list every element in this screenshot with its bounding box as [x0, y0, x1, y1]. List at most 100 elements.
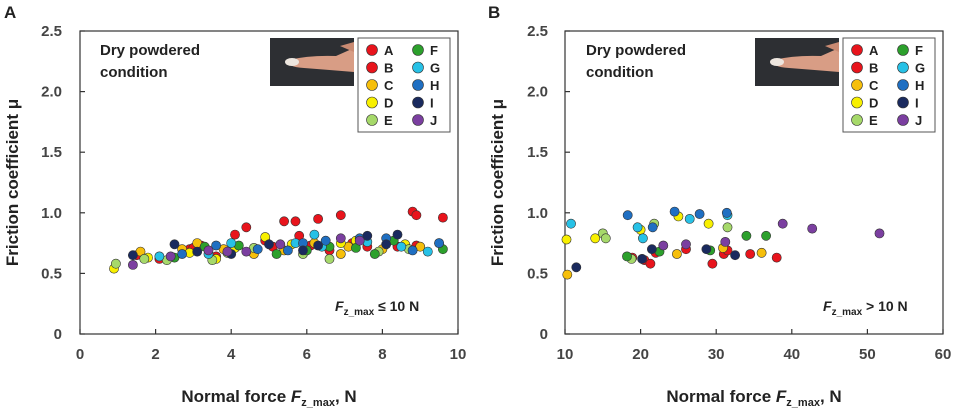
point-e: [139, 253, 150, 264]
point-g: [226, 238, 237, 248]
point-a: [437, 212, 448, 223]
point-e: [600, 233, 611, 244]
point-i: [701, 244, 712, 255]
point-j: [658, 240, 669, 251]
point-h: [407, 245, 418, 256]
point-i: [392, 229, 403, 240]
x-tick-label: 40: [783, 346, 800, 363]
x-tick-label: 4: [227, 346, 236, 363]
y-tick-label: 1.5: [41, 144, 62, 161]
point-i: [264, 239, 274, 250]
x-tick-label: 30: [708, 346, 725, 363]
point-j: [275, 239, 286, 250]
legend-marker-b: [366, 61, 378, 74]
legend-label-g: G: [915, 61, 925, 76]
point-j: [127, 259, 138, 270]
y-tick-label: 0.5: [527, 265, 548, 282]
y-tick-label: 0: [540, 326, 548, 343]
y-tick-label: 2.0: [527, 84, 548, 101]
point-g: [638, 233, 648, 244]
point-i: [647, 244, 657, 255]
legend-marker-d: [851, 96, 863, 109]
legend-marker-c: [851, 79, 863, 91]
data-points: [561, 206, 885, 280]
panel-letter: B: [488, 3, 500, 22]
legend-label-a: A: [384, 43, 394, 58]
y-tick-label: 0: [54, 326, 62, 343]
x-tick-label: 0: [76, 346, 84, 363]
legend-marker-e: [366, 114, 378, 126]
point-g: [396, 241, 407, 252]
point-f: [622, 251, 632, 262]
x-tick-label: 10: [450, 346, 467, 363]
point-f: [271, 249, 282, 259]
condition-label-line1: Dry powdered: [586, 42, 686, 59]
point-h: [211, 240, 221, 251]
point-f: [761, 230, 771, 241]
condition-label-line2: condition: [586, 64, 654, 81]
legend-label-j: J: [915, 113, 922, 128]
legend-marker-e: [851, 114, 863, 126]
point-h: [434, 238, 444, 248]
x-tick-label: 20: [632, 346, 649, 363]
point-d: [703, 218, 714, 229]
point-a: [411, 210, 422, 221]
legend-marker-f: [412, 44, 424, 56]
point-c: [562, 269, 573, 280]
legend-label-j: J: [430, 113, 437, 128]
legend-marker-h: [412, 79, 424, 91]
point-e: [722, 222, 733, 233]
point-i: [730, 250, 740, 261]
legend-label-g: G: [430, 61, 440, 76]
point-a: [241, 222, 252, 233]
legend-label-f: F: [430, 43, 438, 58]
x-axis-title: Normal force Fz_max, N: [181, 387, 356, 409]
plot-frame: [79, 30, 459, 335]
point-b: [230, 229, 240, 240]
legend-label-c: C: [869, 78, 879, 93]
point-d: [590, 233, 601, 244]
point-j: [807, 223, 818, 234]
y-tick-label: 0.5: [41, 265, 62, 282]
point-j: [354, 235, 365, 246]
legend-label-f: F: [915, 43, 923, 58]
legend-label-e: E: [384, 113, 393, 128]
point-f: [369, 249, 380, 259]
legend-label-d: D: [384, 96, 393, 111]
legend-marker-d: [366, 96, 378, 109]
x-tick-label: 50: [859, 346, 876, 363]
legend-marker-i: [412, 96, 424, 109]
point-h: [252, 244, 263, 255]
panel-letter: A: [4, 3, 16, 22]
point-g: [566, 218, 576, 229]
point-i: [169, 239, 180, 250]
point-e: [111, 258, 121, 269]
point-h: [320, 235, 331, 246]
point-b: [645, 258, 656, 269]
x-tick-label: 8: [378, 346, 386, 363]
y-tick-label: 2.0: [41, 84, 62, 101]
x-tick-label: 10: [557, 346, 574, 363]
point-c: [756, 247, 767, 258]
point-j: [681, 239, 691, 250]
point-b: [745, 249, 756, 259]
chart-panel-b: B 0 0.5 1.0 1.5 2.0 2.5 10 20 30 40 50 60 Friction co…: [488, 3, 951, 409]
point-h: [694, 209, 705, 219]
legend-label-b: B: [384, 61, 393, 76]
point-h: [721, 207, 732, 218]
point-j: [222, 246, 233, 257]
y-tick-label: 1.5: [527, 144, 548, 161]
legend-marker-a: [851, 44, 863, 56]
point-j: [335, 233, 346, 244]
finger-photo: [755, 38, 839, 86]
point-i: [127, 250, 138, 261]
legend-marker-i: [897, 96, 909, 109]
condition-label-line1: Dry powdered: [100, 42, 200, 59]
legend-label-h: H: [915, 78, 924, 93]
point-g: [422, 246, 433, 257]
condition-label-line2: condition: [100, 64, 168, 81]
legend-marker-j: [897, 114, 909, 126]
point-j: [241, 246, 252, 257]
